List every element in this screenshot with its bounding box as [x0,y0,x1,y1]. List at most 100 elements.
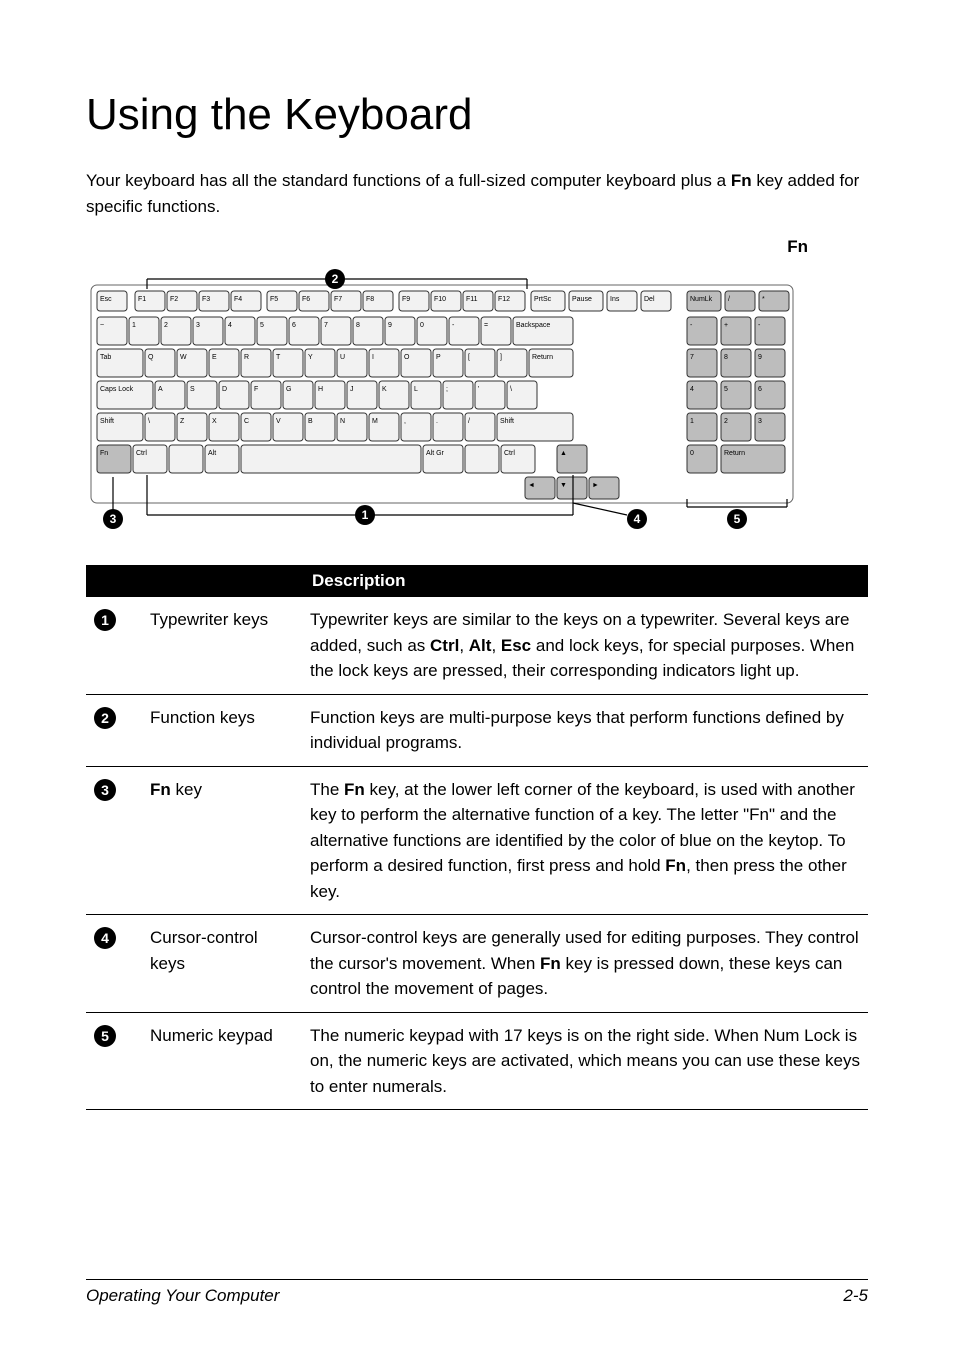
svg-text:\: \ [510,386,512,393]
svg-text:0: 0 [690,450,694,457]
svg-text:W: W [180,354,187,361]
row-name: Numeric keypad [142,1012,302,1110]
row-number: 4 [86,915,142,1013]
svg-text:P: P [436,354,441,361]
svg-text:J: J [350,386,354,393]
svg-text:2: 2 [164,322,168,329]
row-number: 1 [86,597,142,694]
svg-text:N: N [340,418,345,425]
svg-text:*: * [762,296,765,303]
svg-text:Ctrl: Ctrl [504,450,515,457]
svg-text:R: R [244,354,249,361]
svg-text:H: H [318,386,323,393]
svg-text:F1: F1 [138,296,146,303]
svg-text:Return: Return [724,450,745,457]
svg-text:V: V [276,418,281,425]
svg-text:1: 1 [690,418,694,425]
footer-right: 2-5 [843,1286,868,1306]
svg-text:L: L [414,386,418,393]
svg-text:Y: Y [308,354,313,361]
svg-text:\: \ [148,418,150,425]
row-description: Function keys are multi-purpose keys tha… [302,694,868,766]
svg-text:Caps Lock: Caps Lock [100,386,134,393]
svg-text:1: 1 [362,508,369,522]
fn-label-right: Fn [86,237,868,257]
row-description: The Fn key, at the lower left corner of … [302,766,868,915]
svg-text:F9: F9 [402,296,410,303]
svg-text:8: 8 [724,354,728,361]
footer-left: Operating Your Computer [86,1286,279,1306]
svg-text:▲: ▲ [560,450,567,457]
svg-text:Z: Z [180,418,185,425]
svg-text:I: I [372,354,374,361]
svg-text:Alt: Alt [208,450,216,457]
svg-text:F3: F3 [202,296,210,303]
row-description: The numeric keypad with 17 keys is on th… [302,1012,868,1110]
legend-col-blank1 [86,565,142,597]
svg-text:X: X [212,418,217,425]
svg-text:7: 7 [324,322,328,329]
svg-text:E: E [212,354,217,361]
svg-text:F10: F10 [434,296,446,303]
svg-text:Shift: Shift [500,418,514,425]
svg-text:3: 3 [196,322,200,329]
keyboard-diagram: EscF1F2F3F4F5F6F7F8F9F10F11F12PrtScPause… [86,267,868,537]
svg-text:K: K [382,386,387,393]
svg-text:2: 2 [332,272,339,286]
svg-text:U: U [340,354,345,361]
svg-text:F8: F8 [366,296,374,303]
svg-text:Return: Return [532,354,553,361]
svg-text:F7: F7 [334,296,342,303]
svg-text:4: 4 [690,386,694,393]
svg-text:;: ; [446,386,448,393]
svg-text:C: C [244,418,249,425]
table-row: 5Numeric keypadThe numeric keypad with 1… [86,1012,868,1110]
svg-text:,: , [404,418,406,425]
svg-text:5: 5 [724,386,728,393]
svg-text:Tab: Tab [100,354,111,361]
svg-text:Alt Gr: Alt Gr [426,450,445,457]
row-number: 3 [86,766,142,915]
svg-text:F11: F11 [466,296,478,303]
svg-text:G: G [286,386,291,393]
intro-fn: Fn [731,171,752,190]
row-number: 2 [86,694,142,766]
svg-text:B: B [308,418,313,425]
svg-text:F4: F4 [234,296,242,303]
svg-text:Q: Q [148,354,154,361]
svg-text:Pause: Pause [572,296,592,303]
svg-text:F5: F5 [270,296,278,303]
svg-text:1: 1 [132,322,136,329]
svg-text:2: 2 [724,418,728,425]
svg-text:3: 3 [758,418,762,425]
svg-text:8: 8 [356,322,360,329]
page-footer: Operating Your Computer 2-5 [86,1279,868,1306]
svg-text:Fn: Fn [100,450,108,457]
row-number: 5 [86,1012,142,1110]
svg-text:5: 5 [734,512,741,526]
svg-text:T: T [276,354,281,361]
page-title: Using the Keyboard [86,90,868,140]
svg-text:+: + [724,322,728,329]
table-row: 1Typewriter keysTypewriter keys are simi… [86,597,868,694]
row-name: Cursor-control keys [142,915,302,1013]
svg-text:3: 3 [110,512,117,526]
svg-text:Ins: Ins [610,296,620,303]
svg-text:M: M [372,418,378,425]
svg-text:F6: F6 [302,296,310,303]
row-name: Function keys [142,694,302,766]
svg-text:~: ~ [100,322,104,329]
legend-table: Description 1Typewriter keysTypewriter k… [86,565,868,1110]
svg-text:[: [ [468,354,470,361]
row-name: Fn key [142,766,302,915]
svg-text:Ctrl: Ctrl [136,450,147,457]
svg-text:Del: Del [644,296,655,303]
svg-text:F12: F12 [498,296,510,303]
svg-text:9: 9 [758,354,762,361]
svg-text:Esc: Esc [100,296,112,303]
keyboard-svg: EscF1F2F3F4F5F6F7F8F9F10F11F12PrtScPause… [87,267,867,537]
svg-text:7: 7 [690,354,694,361]
svg-text:/: / [728,296,730,303]
svg-text:0: 0 [420,322,424,329]
svg-text:]: ] [500,354,502,361]
